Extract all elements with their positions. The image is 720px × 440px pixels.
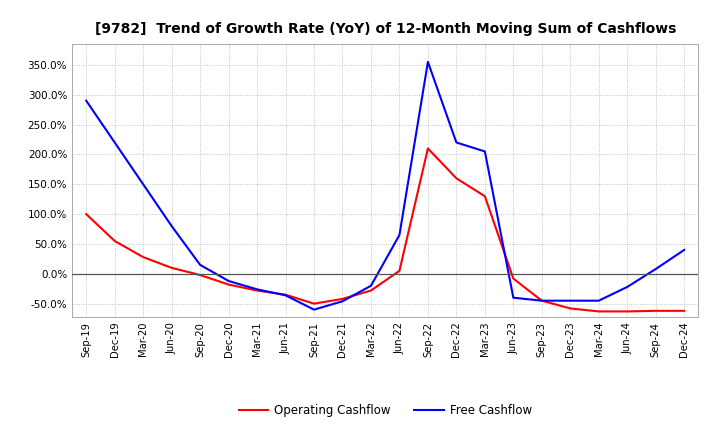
Operating Cashflow [680, 308, 688, 313]
Line: Operating Cashflow: Operating Cashflow [86, 148, 684, 312]
Operating Cashflow [110, 238, 119, 244]
Free Cashflow [366, 283, 375, 288]
Operating Cashflow [480, 194, 489, 199]
Free Cashflow [110, 140, 119, 145]
Operating Cashflow [366, 288, 375, 293]
Free Cashflow [338, 299, 347, 304]
Free Cashflow [623, 284, 631, 290]
Legend: Operating Cashflow, Free Cashflow: Operating Cashflow, Free Cashflow [234, 399, 536, 422]
Free Cashflow [225, 279, 233, 284]
Free Cashflow [310, 307, 318, 312]
Free Cashflow [680, 247, 688, 253]
Operating Cashflow [395, 268, 404, 274]
Line: Free Cashflow: Free Cashflow [86, 62, 684, 310]
Operating Cashflow [595, 309, 603, 314]
Free Cashflow [566, 298, 575, 303]
Operating Cashflow [652, 308, 660, 313]
Free Cashflow [253, 287, 261, 292]
Free Cashflow [82, 98, 91, 103]
Operating Cashflow [282, 292, 290, 297]
Operating Cashflow [509, 276, 518, 281]
Free Cashflow [452, 140, 461, 145]
Free Cashflow [652, 266, 660, 271]
Free Cashflow [509, 295, 518, 301]
Operating Cashflow [537, 298, 546, 303]
Operating Cashflow [82, 212, 91, 217]
Operating Cashflow [338, 296, 347, 301]
Operating Cashflow [253, 288, 261, 293]
Operating Cashflow [423, 146, 432, 151]
Operating Cashflow [566, 306, 575, 311]
Operating Cashflow [196, 272, 204, 278]
Free Cashflow [423, 59, 432, 65]
Free Cashflow [139, 182, 148, 187]
Free Cashflow [282, 293, 290, 298]
Operating Cashflow [225, 282, 233, 287]
Free Cashflow [537, 298, 546, 303]
Free Cashflow [480, 149, 489, 154]
Operating Cashflow [310, 301, 318, 306]
Free Cashflow [196, 262, 204, 268]
Free Cashflow [595, 298, 603, 303]
Operating Cashflow [452, 176, 461, 181]
Free Cashflow [167, 224, 176, 229]
Operating Cashflow [623, 309, 631, 314]
Operating Cashflow [139, 254, 148, 260]
Title: [9782]  Trend of Growth Rate (YoY) of 12-Month Moving Sum of Cashflows: [9782] Trend of Growth Rate (YoY) of 12-… [94, 22, 676, 36]
Operating Cashflow [167, 265, 176, 271]
Free Cashflow [395, 232, 404, 238]
